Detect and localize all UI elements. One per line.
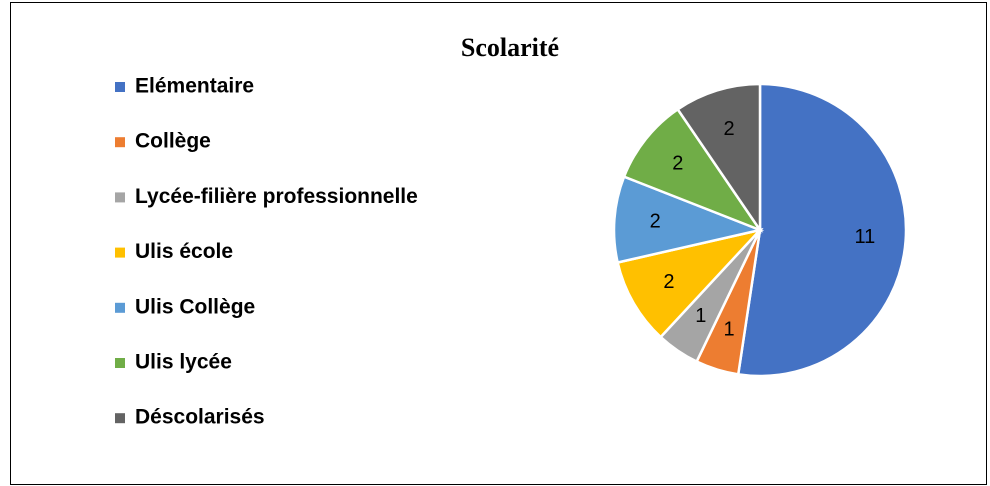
data-label: 2 (663, 271, 674, 293)
legend-swatch (115, 358, 125, 368)
pie-slice (612, 175, 765, 264)
chart-border (10, 2, 987, 485)
data-label: 11 (854, 226, 875, 248)
pie-slice (622, 107, 764, 233)
chart-title: Scolarité (461, 33, 559, 62)
legend-label: Collège (135, 130, 211, 153)
pie-slice (736, 82, 908, 378)
legend-label: Elémentaire (135, 75, 254, 98)
data-label: 1 (695, 305, 706, 327)
legend-swatch (115, 302, 125, 313)
legend-label: Ulis école (135, 240, 233, 263)
data-label: 2 (672, 153, 683, 175)
pie-slice (616, 227, 764, 339)
legend-swatch (115, 137, 125, 148)
legend-label: Ulis lycée (135, 351, 232, 374)
data-label: 2 (723, 118, 734, 140)
legend-label: Ulis Collège (135, 295, 255, 318)
legend-label: Déscolarisés (135, 406, 265, 429)
legend-swatch (115, 192, 125, 203)
legend-label: Lycée-filière professionnelle (135, 185, 418, 208)
data-label: 2 (650, 210, 661, 232)
legend-swatch (115, 413, 125, 424)
data-label: 1 (723, 319, 734, 341)
legend-swatch (115, 247, 125, 258)
legend-swatch (115, 82, 125, 92)
pie-slice (676, 82, 762, 235)
